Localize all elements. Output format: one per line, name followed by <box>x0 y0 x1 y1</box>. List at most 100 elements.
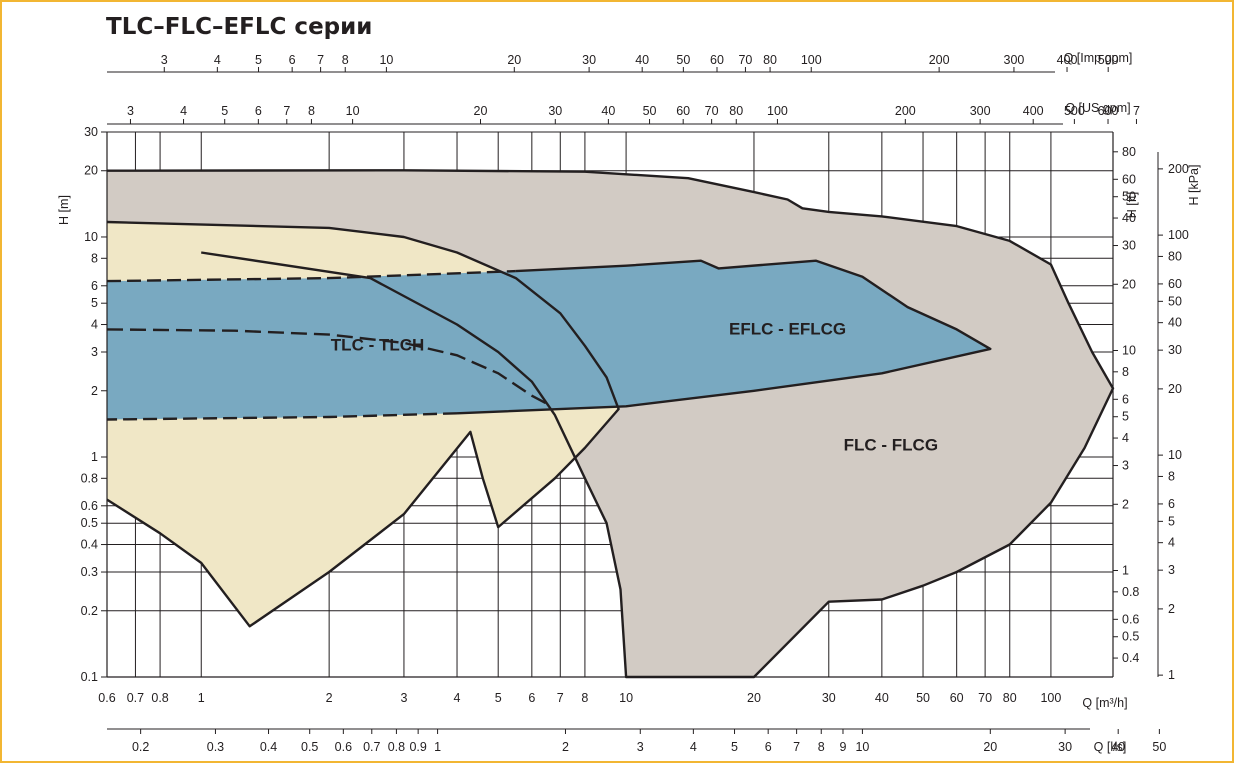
q-ls-tick-label: 1 <box>434 740 441 754</box>
q-impgpm-tick-label: 200 <box>929 53 950 67</box>
eflc-eflcg-area <box>107 260 991 420</box>
h-ft-tick-label: 50 <box>1122 190 1136 204</box>
q-m3h-tick-label: 8 <box>581 691 588 705</box>
q-impgpm-tick-label: 60 <box>710 53 724 67</box>
h-kpa-tick-label: 10 <box>1168 448 1182 462</box>
q-usgpm-tick-label: 600 <box>1098 104 1119 118</box>
h-kpa-tick-label: 6 <box>1168 497 1175 511</box>
q-m3h-tick-label: 2 <box>326 691 333 705</box>
h-m-tick-label: 30 <box>84 125 98 139</box>
eflc-top-dashed-line <box>106 269 516 283</box>
q-m3h-tick-label: 100 <box>1040 691 1061 705</box>
h-m-tick-label: 6 <box>91 279 98 293</box>
q-impgpm-tick-label: 300 <box>1004 53 1025 67</box>
q-ls-tick-label: 7 <box>793 740 800 754</box>
performance-areas <box>106 169 1115 679</box>
q-impgpm-tick-label: 100 <box>801 53 822 67</box>
q-ls-tick-label: 9 <box>840 740 847 754</box>
q-m3h-tick-label: 7 <box>557 691 564 705</box>
q-usgpm-tick-label: 80 <box>729 104 743 118</box>
q-ls-tick-label: 0.7 <box>363 740 380 754</box>
q-impgpm-tick-label: 500 <box>1098 53 1119 67</box>
q-impgpm-tick-label: 40 <box>635 53 649 67</box>
h-ft-tick-label: 80 <box>1122 145 1136 159</box>
h-m-axis-label: H [m] <box>57 195 71 225</box>
q-usgpm-tick-label: 100 <box>767 104 788 118</box>
h-kpa-tick-label: 1 <box>1168 668 1175 682</box>
eflc-eflcg-label: EFLC - EFLCG <box>729 320 846 339</box>
q-ls-tick-label: 10 <box>855 740 869 754</box>
q-ls-tick-label: 30 <box>1058 740 1072 754</box>
q-impgpm-tick-label: 400 <box>1057 53 1078 67</box>
q-m3h-tick-label: 40 <box>875 691 889 705</box>
q-ls-axis-label: Q [l/s] <box>1094 740 1127 754</box>
h-m-tick-label: 4 <box>91 318 98 332</box>
h-m-tick-label: 0.3 <box>81 565 98 579</box>
q-m3h-tick-label: 70 <box>978 691 992 705</box>
h-kpa-tick-label: 200 <box>1168 162 1189 176</box>
flc-flcg-outline <box>106 169 1115 679</box>
q-ls-tick-label: 0.6 <box>335 740 352 754</box>
q-ls-tick-label: 50 <box>1152 740 1166 754</box>
q-usgpm-tick-label: 500 <box>1064 104 1085 118</box>
q-usgpm-tick-label: 7 <box>1133 104 1140 118</box>
q-impgpm-tick-label: 70 <box>738 53 752 67</box>
q-m3h-tick-label: 3 <box>400 691 407 705</box>
tlc-tlch-label: TLC - TLCH <box>331 335 424 354</box>
h-ft-tick-label: 8 <box>1122 365 1129 379</box>
q-m3h-tick-label: 5 <box>495 691 502 705</box>
q-usgpm-axis-label: Q [US gpm] <box>1065 101 1130 115</box>
h-m-tick-label: 0.1 <box>81 670 98 684</box>
h-m-tick-label: 1 <box>91 450 98 464</box>
q-ls-tick-label: 0.5 <box>301 740 318 754</box>
h-m-tick-label: 0.4 <box>81 538 98 552</box>
q-usgpm-tick-label: 7 <box>283 104 290 118</box>
q-usgpm-tick-label: 20 <box>474 104 488 118</box>
h-kpa-tick-label: 60 <box>1168 277 1182 291</box>
q-impgpm-axis-label: Q [Imp gpm] <box>1064 51 1133 65</box>
tick-labels: 0.1 0.2 0.3 0.4 0.5 0.6 0.8 1 2 3 4 5 6 8 10 20 30 H [m] 0… <box>57 51 1201 754</box>
h-ft-tick-label: 0.5 <box>1122 630 1139 644</box>
h-ft-tick-label: 6 <box>1122 392 1129 406</box>
h-m-tick-label: 0.5 <box>81 516 98 530</box>
h-kpa-tick-label: 100 <box>1168 228 1189 242</box>
h-kpa-tick-label: 40 <box>1168 316 1182 330</box>
q-impgpm-tick-label: 8 <box>342 53 349 67</box>
q-usgpm-tick-label: 60 <box>676 104 690 118</box>
h-ft-tick-label: 40 <box>1122 211 1136 225</box>
h-kpa-tick-label: 5 <box>1168 514 1175 528</box>
q-usgpm-tick-label: 10 <box>346 104 360 118</box>
h-ft-tick-label: 2 <box>1122 497 1129 511</box>
q-m3h-tick-label: 60 <box>950 691 964 705</box>
q-impgpm-tick-label: 50 <box>676 53 690 67</box>
h-kpa-tick-label: 8 <box>1168 469 1175 483</box>
h-m-tick-label: 0.2 <box>81 604 98 618</box>
q-ls-tick-label: 2 <box>562 740 569 754</box>
q-ls-tick-label: 5 <box>731 740 738 754</box>
eflc-bottom-dashed-line <box>106 412 458 421</box>
q-ls-tick-label: 8 <box>818 740 825 754</box>
q-ls-tick-label: 4 <box>690 740 697 754</box>
h-kpa-tick-label: 50 <box>1168 294 1182 308</box>
h-m-tick-label: 20 <box>84 164 98 178</box>
q-usgpm-tick-label: 4 <box>180 104 187 118</box>
q-m3h-tick-label: 0.6 <box>98 691 115 705</box>
q-impgpm-tick-label: 4 <box>214 53 221 67</box>
tlc-tlch-outline <box>106 220 620 628</box>
h-m-tick-label: 5 <box>91 296 98 310</box>
q-usgpm-tick-label: 30 <box>548 104 562 118</box>
h-ft-tick-label: 1 <box>1122 564 1129 578</box>
q-m3h-tick-label: 20 <box>747 691 761 705</box>
h-kpa-axis-label: H [kPa] <box>1187 165 1201 206</box>
h-ft-tick-label: 0.4 <box>1122 651 1139 665</box>
h-ft-tick-label: 4 <box>1122 431 1129 445</box>
q-usgpm-tick-label: 40 <box>601 104 615 118</box>
q-impgpm-tick-label: 20 <box>507 53 521 67</box>
q-m3h-axis-label: Q [m³/h] <box>1082 696 1127 710</box>
h-m-tick-label: 2 <box>91 384 98 398</box>
q-usgpm-tick-label: 6 <box>255 104 262 118</box>
h-m-tick-label: 10 <box>84 230 98 244</box>
q-ls-tick-label: 6 <box>765 740 772 754</box>
